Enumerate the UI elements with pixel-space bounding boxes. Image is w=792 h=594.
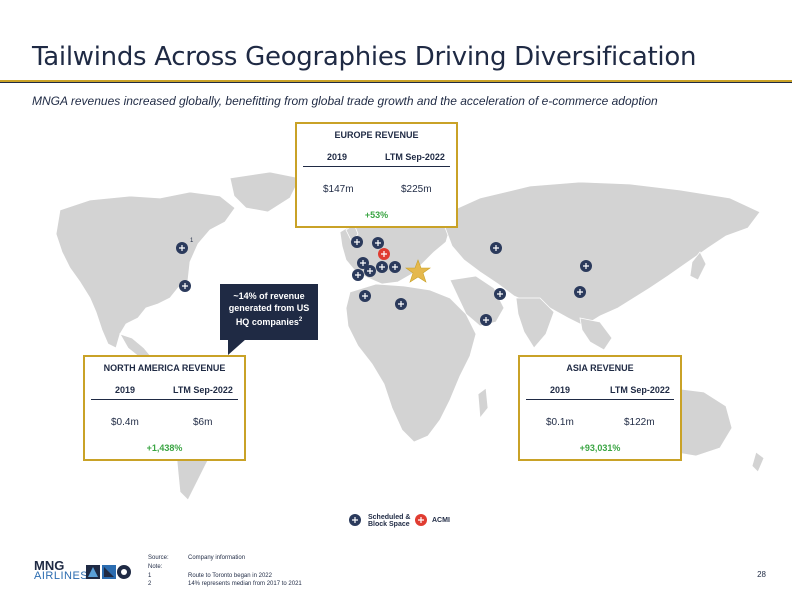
na-col-ltm: LTM Sep-2022 (173, 385, 233, 395)
asia-col-ltm: LTM Sep-2022 (610, 385, 670, 395)
europe-col-2019: 2019 (327, 152, 348, 162)
title-underline-gold (0, 80, 792, 82)
scheduled-markers (176, 236, 592, 326)
acmi-marker (378, 248, 390, 260)
asia-landmass (439, 181, 761, 327)
arabia-landmass (449, 275, 505, 327)
callout-line3: HQ companies (235, 317, 299, 327)
toronto-footnote-marker: 1 (190, 238, 194, 244)
legend-acmi-label: ACMI (432, 517, 450, 524)
callout-line2: generated from US (228, 303, 310, 313)
asia-revenue-title: ASIA REVENUE (566, 363, 634, 373)
legend-scheduled-line1: Scheduled & (368, 514, 411, 521)
madagascar-landmass (477, 387, 489, 420)
na-revenue-title: NORTH AMERICA REVENUE (103, 363, 226, 373)
footer-note2-text: 14% represents median from 2017 to 2021 (188, 581, 302, 587)
legend-scheduled-label: Scheduled & Block Space (368, 514, 410, 528)
footer-note-label: Note: (148, 564, 163, 570)
na-value-ltm: $6m (193, 417, 213, 428)
europe-value-ltm: $225m (401, 184, 432, 195)
na-divider (91, 399, 238, 400)
southeast-asia-landmass (579, 317, 613, 351)
footer-note1-text: Route to Toronto began in 2022 (188, 573, 272, 579)
europe-divider (303, 166, 450, 167)
asia-value-ltm: $122m (624, 417, 655, 428)
logo-airlines: AIRLINES (34, 570, 89, 582)
footer-note2-num: 2 (148, 581, 152, 587)
mng-logo-icon (86, 565, 131, 579)
japan-landmass (689, 251, 707, 281)
legend-scheduled-line2: Block Space (368, 521, 410, 528)
asia-value-2019: $0.1m (546, 417, 574, 428)
na-growth: +1,438% (146, 443, 183, 453)
new-zealand-landmass (751, 451, 765, 473)
page-title: Tailwinds Across Geographies Driving Div… (32, 42, 697, 72)
us-hq-callout: ~14% of revenue generated from US HQ com… (220, 284, 318, 340)
north-america-revenue-box: NORTH AMERICA REVENUE 2019 LTM Sep-2022 … (83, 355, 246, 461)
callout-line3-wrap: HQ companies2 (224, 314, 314, 328)
footer-source-label: Source: (148, 555, 169, 561)
asia-divider (526, 399, 674, 400)
north-america-landmass (55, 191, 236, 349)
greenland-landmass (229, 171, 301, 213)
africa-landmass (345, 283, 477, 443)
europe-revenue-title: EUROPE REVENUE (334, 130, 419, 140)
europe-value-2019: $147m (323, 184, 354, 195)
footer-source-text: Company information (188, 555, 246, 561)
callout-footnote: 2 (298, 317, 303, 323)
europe-revenue-box: EUROPE REVENUE 2019 LTM Sep-2022 $147m $… (295, 122, 458, 228)
europe-col-ltm: LTM Sep-2022 (385, 152, 445, 162)
asia-col-2019: 2019 (550, 385, 571, 395)
page-number: 28 (757, 570, 766, 579)
legend-acmi-icon (415, 514, 427, 526)
page-subtitle: MNGA revenues increased globally, benefi… (32, 94, 658, 108)
footer-note1-num: 1 (148, 573, 152, 579)
logo-mng: MNG (34, 558, 65, 573)
legend-scheduled-icon (349, 514, 361, 526)
asia-growth: +93,031% (579, 443, 621, 453)
na-col-2019: 2019 (115, 385, 136, 395)
star-icon (405, 259, 431, 283)
title-underline-navy (0, 82, 792, 83)
callout-line1: ~14% of revenue (233, 291, 305, 301)
india-landmass (515, 297, 555, 349)
europe-growth: +53% (364, 210, 389, 220)
callout-pointer (228, 339, 246, 355)
asia-revenue-box: ASIA REVENUE 2019 LTM Sep-2022 $0.1m $12… (518, 355, 682, 461)
na-value-2019: $0.4m (111, 417, 139, 428)
